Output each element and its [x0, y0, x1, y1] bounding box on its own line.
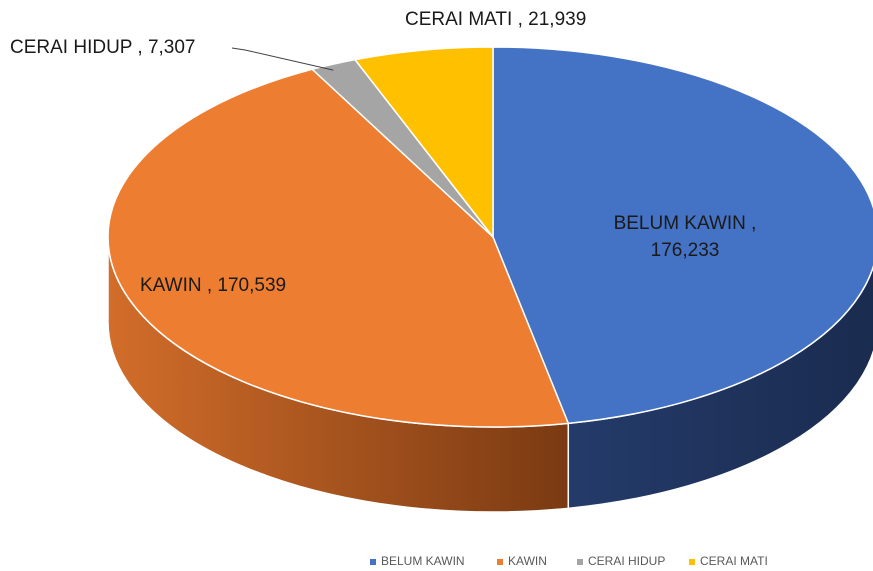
data-label: KAWIN , 170,539 [140, 275, 287, 296]
legend-swatch [370, 559, 376, 565]
legend-label: CERAI MATI [700, 554, 768, 568]
legend-label: KAWIN [508, 554, 547, 568]
leader-line [231, 47, 334, 71]
legend-swatch [497, 559, 503, 565]
data-label: CERAI HIDUP , 7,307 [10, 37, 196, 58]
legend-swatch [689, 559, 695, 565]
legend-swatch [577, 559, 583, 565]
legend-label: BELUM KAWIN [381, 554, 465, 568]
slice [492, 46, 873, 425]
legend-label: CERAI HIDUP [588, 554, 666, 568]
data-label: CERAI MATI , 21,939 [405, 9, 587, 30]
data-label: BELUM KAWIN , 176,233 [613, 213, 757, 261]
slice [107, 68, 570, 428]
slice [353, 46, 494, 240]
